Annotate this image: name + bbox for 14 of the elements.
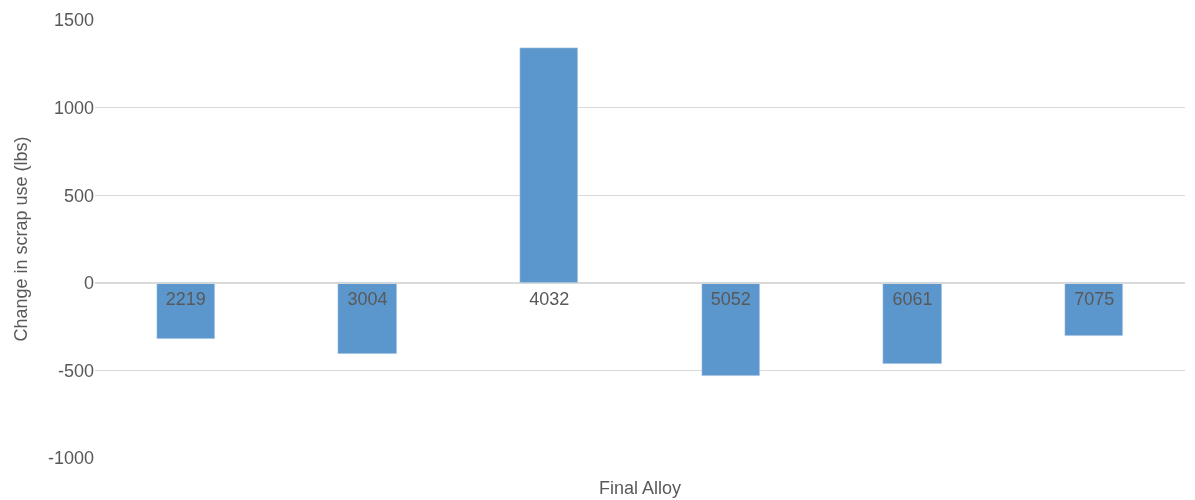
y-tick-label: 0 xyxy=(83,273,94,294)
y-axis-title: Change in scrap use (lbs) xyxy=(11,136,32,342)
x-tick-label: 5052 xyxy=(710,289,751,310)
y-tick-label: -1000 xyxy=(47,448,94,469)
x-tick-label: 3004 xyxy=(347,289,388,310)
y-tick-label: 1500 xyxy=(53,10,94,31)
x-tick-label: 7075 xyxy=(1074,289,1115,310)
y-tick-label: -500 xyxy=(57,360,94,381)
y-tick-label: 1000 xyxy=(53,97,94,118)
x-tick-label: 2219 xyxy=(165,289,206,310)
x-tick-label: 6061 xyxy=(892,289,933,310)
y-tick-label: 500 xyxy=(63,185,94,206)
x-axis-title: Final Alloy xyxy=(599,478,682,498)
x-tick-label: 4032 xyxy=(529,289,570,310)
